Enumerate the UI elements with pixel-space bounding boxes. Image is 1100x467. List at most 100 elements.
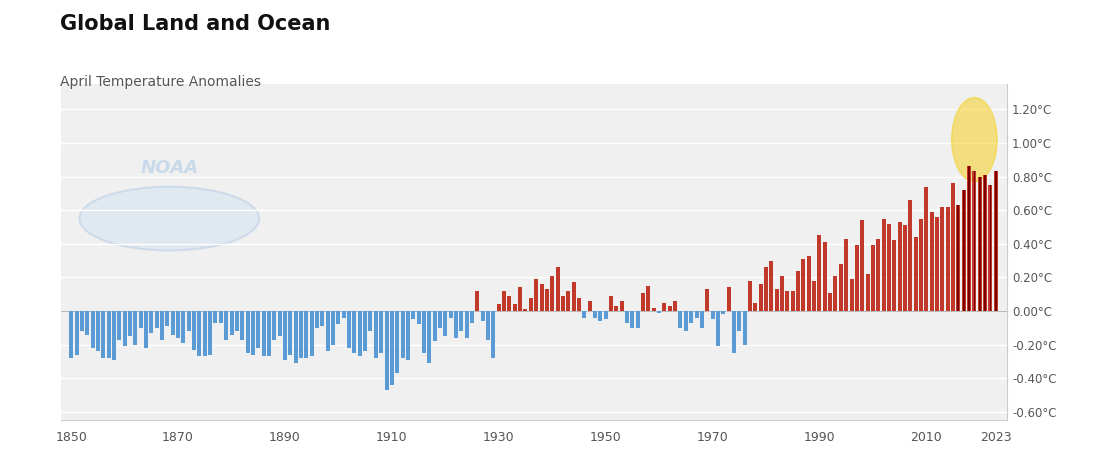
Bar — [535, 279, 538, 311]
Bar — [823, 242, 827, 311]
Bar — [492, 311, 495, 358]
Bar — [892, 241, 896, 311]
Bar — [486, 311, 491, 340]
Bar — [342, 311, 345, 318]
Bar — [198, 311, 201, 356]
Bar — [968, 166, 970, 311]
Bar — [989, 185, 992, 311]
Bar — [539, 284, 543, 311]
Bar — [924, 187, 928, 311]
Bar — [470, 311, 474, 323]
Bar — [918, 219, 923, 311]
Bar — [400, 311, 405, 358]
Bar — [315, 311, 319, 328]
Bar — [529, 297, 532, 311]
Bar — [839, 264, 843, 311]
Bar — [213, 311, 218, 323]
Text: Global Land and Ocean: Global Land and Ocean — [60, 14, 331, 34]
Bar — [946, 207, 949, 311]
Bar — [170, 311, 175, 334]
Bar — [251, 311, 255, 355]
Bar — [673, 301, 678, 311]
Bar — [978, 177, 982, 311]
Bar — [101, 311, 106, 358]
Bar — [513, 304, 517, 311]
Bar — [974, 171, 976, 311]
Bar — [914, 237, 917, 311]
Bar — [566, 291, 570, 311]
Bar — [684, 311, 688, 331]
Bar — [368, 311, 373, 331]
Bar — [524, 309, 528, 311]
Bar — [374, 311, 377, 358]
Bar — [961, 190, 966, 311]
Bar — [187, 311, 190, 331]
Bar — [576, 297, 581, 311]
Bar — [144, 311, 148, 348]
Bar — [774, 289, 779, 311]
Bar — [806, 255, 811, 311]
Bar — [619, 301, 624, 311]
Bar — [245, 311, 250, 353]
Bar — [288, 311, 293, 355]
Bar — [240, 311, 244, 340]
Bar — [962, 190, 965, 311]
Bar — [481, 311, 485, 321]
Bar — [764, 267, 768, 311]
Bar — [940, 207, 945, 311]
Bar — [679, 311, 682, 328]
Bar — [176, 311, 180, 338]
Bar — [182, 311, 186, 343]
Bar — [668, 306, 672, 311]
Bar — [700, 311, 704, 328]
Bar — [122, 311, 127, 347]
Bar — [75, 311, 78, 355]
Bar — [427, 311, 431, 363]
Bar — [737, 311, 741, 331]
Bar — [337, 311, 340, 325]
Bar — [587, 301, 592, 311]
Bar — [849, 279, 854, 311]
Bar — [443, 311, 448, 336]
Bar — [935, 217, 939, 311]
Bar — [208, 311, 212, 355]
Bar — [909, 200, 912, 311]
Bar — [256, 311, 261, 348]
Bar — [160, 311, 164, 340]
Bar — [358, 311, 362, 356]
Bar — [742, 311, 747, 345]
Bar — [722, 311, 725, 314]
Bar — [454, 311, 458, 338]
Bar — [544, 289, 549, 311]
Bar — [604, 311, 607, 319]
Bar — [716, 311, 719, 347]
Bar — [903, 225, 907, 311]
Bar — [898, 222, 902, 311]
Bar — [438, 311, 442, 328]
Bar — [417, 311, 420, 325]
Bar — [497, 304, 500, 311]
Bar — [96, 311, 100, 351]
Bar — [411, 311, 415, 319]
Ellipse shape — [952, 98, 997, 182]
Bar — [550, 276, 554, 311]
Bar — [967, 166, 971, 311]
Text: April Temperature Anomalies: April Temperature Anomalies — [60, 75, 262, 89]
Bar — [219, 311, 223, 323]
Bar — [993, 171, 998, 311]
Bar — [107, 311, 111, 358]
Bar — [984, 175, 986, 311]
Bar — [957, 205, 959, 311]
Bar — [235, 311, 239, 331]
Bar — [956, 205, 960, 311]
Bar — [230, 311, 233, 334]
Bar — [844, 239, 848, 311]
Bar — [983, 175, 987, 311]
Bar — [310, 311, 314, 356]
Bar — [277, 311, 282, 336]
Bar — [331, 311, 335, 345]
Bar — [990, 185, 991, 311]
Bar — [561, 296, 565, 311]
Bar — [662, 303, 667, 311]
Bar — [262, 311, 265, 356]
